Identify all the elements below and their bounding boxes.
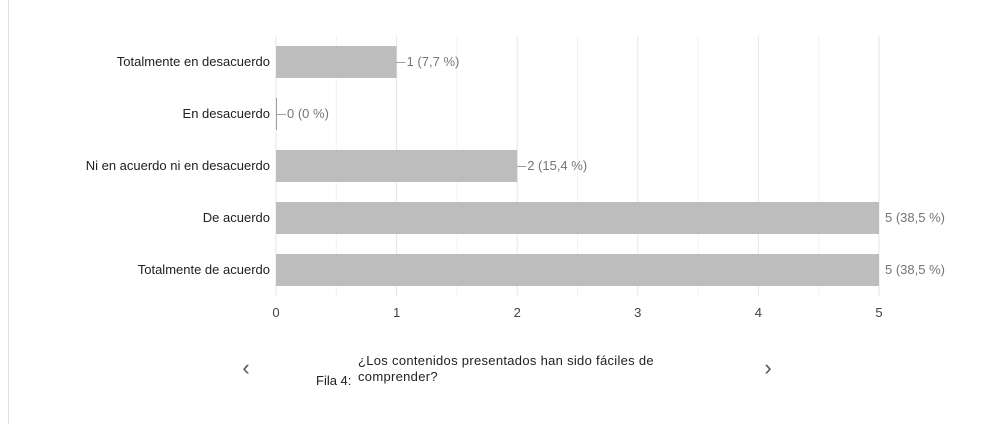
bar-5 [276, 254, 879, 286]
row-number-label: Fila 4: [316, 373, 352, 388]
data-label: 5 (38,5 %) [885, 210, 945, 225]
chevron-left-icon: ‹ [242, 355, 250, 380]
category-label: Ni en acuerdo ni en desacuerdo [86, 158, 270, 173]
data-label: 2 (15,4 %) [527, 158, 587, 173]
category-label: Totalmente en desacuerdo [117, 54, 270, 69]
bar-2 [276, 98, 277, 130]
category-label: En desacuerdo [183, 106, 270, 121]
x-tick-label: 5 [875, 305, 882, 320]
previous-row-button[interactable]: ‹ [234, 352, 258, 384]
x-tick-label: 0 [272, 305, 279, 320]
bar-3 [276, 150, 518, 182]
bars [276, 46, 879, 286]
bar-chart: Totalmente en desacuerdo En desacuerdo Ni … [86, 36, 945, 320]
data-label: 1 (7,7 %) [407, 54, 460, 69]
bar-1 [276, 46, 397, 78]
next-row-button[interactable]: › [756, 352, 780, 384]
chevron-right-icon: › [764, 355, 772, 380]
left-border [8, 0, 9, 424]
category-labels: Totalmente en desacuerdo En desacuerdo Ni … [86, 54, 270, 277]
category-label: Totalmente de acuerdo [138, 262, 270, 277]
bar-4 [276, 202, 879, 234]
row-question-title: ¿Los contenidos presentados han sido fác… [358, 353, 654, 384]
category-label: De acuerdo [203, 210, 270, 225]
x-tick-label: 2 [514, 305, 521, 320]
x-tick-label: 3 [634, 305, 641, 320]
data-label: 0 (0 %) [287, 106, 329, 121]
x-tick-labels: 0 1 2 3 4 5 [272, 305, 882, 320]
data-labels: 1 (7,7 %) 0 (0 %) 2 (15,4 %) 5 (38,5 %) 5 (3… [277, 54, 945, 277]
grid-lines [275, 36, 880, 296]
x-tick-label: 4 [755, 305, 762, 320]
x-tick-label: 1 [393, 305, 400, 320]
data-label: 5 (38,5 %) [885, 262, 945, 277]
